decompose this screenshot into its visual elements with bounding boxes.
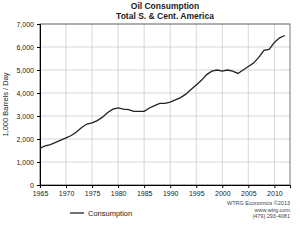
x-tick: 1980 [111, 185, 127, 197]
y-tick-mark [37, 93, 40, 94]
x-axis-line [41, 186, 291, 189]
x-tick-label: 1970 [59, 190, 75, 197]
title: Oil Consumption [131, 1, 199, 11]
credit: (479) 293-4081 [252, 213, 290, 219]
y-tick: 3,000 [16, 113, 40, 120]
credit: www.wtrg.com [254, 207, 291, 213]
credit: WTRG Economics ©2013 [227, 200, 290, 206]
x-tick-label: 1995 [189, 190, 205, 197]
x-tick-label: 1985 [137, 190, 153, 197]
x-tick-mark [92, 185, 93, 188]
grid-line-x [248, 24, 249, 185]
x-tick-mark [222, 185, 223, 188]
grid-line-y [40, 70, 290, 71]
y-tick-mark [37, 162, 40, 163]
grid-line-x [118, 24, 119, 185]
y-tick: 7,000 [16, 21, 40, 28]
x-tick: 1965 [33, 185, 49, 197]
x-tick-label: 1965 [33, 190, 49, 197]
x-tick: 2000 [215, 185, 231, 197]
grid-line-y [40, 116, 290, 117]
plot-area [40, 36, 285, 149]
grid-line-x [274, 24, 275, 185]
y-tick: 5,000 [16, 67, 40, 74]
y-tick-label: 2,000 [16, 136, 34, 143]
x-tick-label: 1980 [111, 190, 127, 197]
grid-line-x [196, 24, 197, 185]
x-tick: 1990 [163, 185, 179, 197]
y-tick-label: 6,000 [16, 44, 34, 51]
x-tick: 1985 [137, 185, 153, 197]
x-tick: 2005 [241, 185, 257, 197]
x-tick-mark [274, 185, 275, 188]
grid [40, 24, 290, 185]
grid-line-x [144, 24, 145, 185]
y-tick-mark [37, 116, 40, 117]
plot-frame [40, 24, 290, 185]
x-tick: 2010 [267, 185, 283, 197]
grid-line-x [222, 24, 223, 185]
grid-line-y [40, 139, 290, 140]
grid-line-x [92, 24, 93, 185]
subtitle: Total S. & Cent. America [116, 11, 214, 21]
grid-line-y [40, 47, 290, 48]
y-tick-mark [37, 24, 40, 25]
x-tick-mark [118, 185, 119, 188]
y-tick-label: 0 [30, 182, 34, 189]
x-tick-mark [196, 185, 197, 188]
y-tick-label: 1,000 [16, 159, 34, 166]
x-tick-label: 1975 [85, 190, 101, 197]
y-tick: 2,000 [16, 136, 40, 143]
x-tick: 1970 [59, 185, 75, 197]
x-tick-label: 2005 [241, 190, 257, 197]
grid-line-x [66, 24, 67, 185]
grid-line-y [40, 162, 290, 163]
x-tick-label: 1990 [163, 190, 179, 197]
x-tick-mark [144, 185, 145, 188]
grid-line-x [170, 24, 171, 185]
y-axis: 0 1,000 2,000 3,000 4,000 5,000 6,000 7,000 [16, 21, 40, 189]
x-axis: 1965 1970 1975 1980 1985 1990 1995 2000 2005 2010 [33, 185, 291, 197]
y-tick-mark [37, 47, 40, 48]
x-tick: 1975 [85, 185, 101, 197]
y-tick-mark [37, 139, 40, 140]
x-tick-label: 2010 [267, 190, 283, 197]
x-tick-label: 2000 [215, 190, 231, 197]
y-tick: 0 [30, 182, 40, 189]
x-tick: 1995 [189, 185, 205, 197]
y-axis-title: 1,000 Barrels / Day [1, 72, 10, 136]
x-tick-mark [248, 185, 249, 188]
x-tick-mark [170, 185, 171, 188]
series-line [40, 36, 285, 149]
chart: Oil ConsumptionTotal S. & Cent. America 1… [0, 0, 300, 225]
y-tick: 6,000 [16, 44, 40, 51]
y-tick-label: 5,000 [16, 67, 34, 74]
y-tick-label: 7,000 [16, 21, 34, 28]
y-tick-label: 3,000 [16, 113, 34, 120]
y-tick-mark [37, 70, 40, 71]
legend: Consumption [70, 209, 132, 218]
y-tick-label: 4,000 [16, 90, 34, 97]
y-tick-mark [37, 185, 40, 186]
y-axis-line [37, 25, 41, 186]
legend-key [70, 212, 84, 213]
grid-line-y [40, 93, 290, 94]
x-tick-mark [66, 185, 67, 188]
legend-label: Consumption [88, 209, 132, 218]
y-tick: 4,000 [16, 90, 40, 97]
y-tick: 1,000 [16, 159, 40, 166]
